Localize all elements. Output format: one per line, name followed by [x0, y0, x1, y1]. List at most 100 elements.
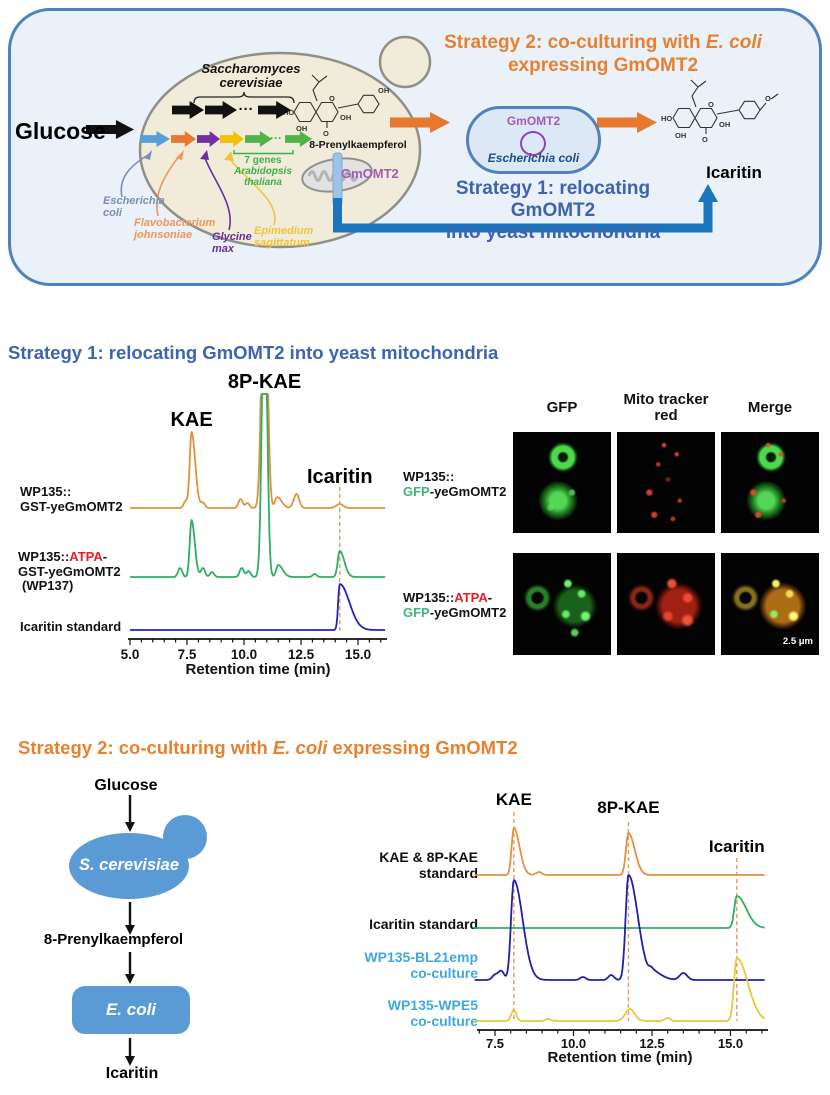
svg-text:OH: OH	[296, 124, 307, 133]
gene-ellipsis: ···	[270, 131, 282, 145]
flow-intermediate-label: 8-Prenylkaempferol	[43, 931, 184, 948]
strategy2-chromatogram: 7.5 10.0 12.5 15.0 Retention time (min) KAE 8P…	[474, 790, 768, 1066]
s2-trace1-label: KAE & 8P-KAE standard	[379, 849, 478, 881]
trace-0	[129, 393, 386, 509]
organism-glycine-label: Glycine max	[212, 231, 252, 255]
svg-text:OH: OH	[378, 86, 389, 95]
micro-col-mito-header: Mito tracker red	[623, 391, 709, 424]
x-tick-label: 15.0	[345, 647, 371, 662]
peak-label-8p-kae: 8P-KAE	[597, 798, 659, 817]
strategy1-chromatogram: 5.0 7.5 10.0 12.5 15.0 Retention time (min) KA…	[121, 371, 387, 678]
glucose-label: Glucose	[15, 118, 106, 144]
peak-label-icaritin: Icaritin	[307, 466, 373, 488]
ecoli-box-shape	[72, 986, 190, 1034]
trace-2	[474, 874, 765, 981]
peak-label-8p-kae: 8P-KAE	[228, 371, 301, 393]
prenylkaempferol-label: 8-Prenylkaempferol	[309, 139, 407, 151]
strategy2-step-arrow-1	[390, 112, 450, 133]
overview-panel: ··· ···	[8, 8, 822, 286]
organism-epimedium-label: Epimedium sagittatum	[254, 225, 314, 249]
strategy1-panel-title: Strategy 1: relocating GmOMT2 into yeast…	[445, 178, 661, 243]
flow-arrowheads	[125, 822, 135, 1066]
svg-text:O: O	[765, 94, 771, 103]
micro-image-row1-merge	[721, 432, 819, 533]
svg-text:O: O	[329, 94, 335, 103]
x-tick-label: 12.5	[639, 1036, 664, 1051]
peak-label-kae: KAE	[496, 790, 532, 809]
svg-text:O: O	[323, 129, 329, 138]
x-tick-label: 7.5	[178, 647, 197, 662]
plasmid-icon	[520, 131, 546, 156]
s1-trace2-label: WP135::ATPA- GST-yeGmOMT2 (WP137)	[18, 549, 121, 593]
arabidopsis-genes-label: 7 genes Arabidopsis thaliana	[234, 155, 292, 188]
capsule-species-label: Escherichia coli	[487, 151, 580, 165]
yeast-species-label: Saccharomyces cerevisiae	[201, 61, 301, 90]
svg-text:OH: OH	[719, 120, 730, 129]
organism-connectors	[120, 150, 276, 231]
prenylkaempferol-structure: HO OH O OH O OH	[283, 74, 389, 138]
x-tick-label: 7.5	[486, 1036, 504, 1051]
flow-ecoli-label: E. coli	[105, 1000, 157, 1019]
mito-gmomt2-label: GmOMT2	[341, 166, 399, 181]
gene-arrow-glycine	[197, 131, 220, 147]
micro-row1-label: WP135:: GFP-yeGmOMT2	[403, 469, 507, 499]
strategy2-panel-title: Strategy 2: co-culturing with E. coli ex…	[444, 32, 762, 76]
micro-col-gfp-header: GFP	[546, 399, 578, 416]
x-axis-title: Retention time (min)	[548, 1049, 693, 1066]
gene-arrow-arabidopsis-1	[245, 131, 272, 147]
trace-1	[129, 393, 386, 578]
s1-trace3-label: Icaritin standard	[20, 619, 122, 634]
x-tick-label: 10.0	[561, 1036, 586, 1051]
svg-text:O: O	[702, 135, 708, 144]
micro-row2-label: WP135::ATPA- GFP-yeGmOMT2	[403, 590, 507, 620]
yeast-bud-shape	[378, 35, 432, 89]
s1-chart-wrapper: 5.0 7.5 10.0 12.5 15.0 Retention time (min) KA…	[115, 366, 400, 681]
svg-text:OH: OH	[675, 131, 686, 140]
coculture-flow-artwork	[69, 795, 207, 1066]
icaritin-structure: HO OH O OH O O	[661, 79, 779, 144]
pathway-arrow-3	[258, 101, 291, 119]
x-tick-label: 10.0	[231, 647, 257, 662]
block-arrows	[86, 101, 657, 147]
pathway-arrow-2	[205, 101, 237, 119]
x-tick-label: 5.0	[121, 647, 140, 662]
organism-ecoli-label: Escherichia coli	[103, 195, 165, 219]
yeast-cell-shape	[138, 51, 422, 249]
trace-1	[474, 895, 765, 929]
peak-label-icaritin: Icaritin	[709, 837, 765, 856]
s2-chart-wrapper: 7.5 10.0 12.5 15.0 Retention time (min) KAE 8P…	[450, 785, 820, 1075]
svg-text:HO: HO	[661, 114, 672, 123]
micro-image-row2-merge: 2.5 μm	[721, 553, 819, 655]
micro-image-row2-gfp	[513, 553, 611, 655]
icaritin-product-label: Icaritin	[706, 163, 762, 182]
gene-arrow-flavo	[171, 131, 196, 147]
glucose-arrow	[86, 120, 134, 139]
flow-yeast-label: S. cerevisiae	[79, 856, 179, 874]
micro-image-row1-mito	[617, 432, 715, 533]
yeast-cell-shape-flow	[69, 833, 189, 899]
s2-trace4-label: WP135-WPE5 co-culture	[387, 997, 478, 1029]
micro-col-merge-header: Merge	[747, 399, 793, 416]
ecoli-capsule: GmOMT2 Escherichia coli	[466, 106, 601, 174]
gene-arrow-epimedium	[220, 131, 244, 147]
section2-heading: Strategy 2: co-culturing with E. coli ex…	[18, 737, 518, 758]
pathway-arrow-1	[172, 101, 204, 119]
flow-product-label: Icaritin	[105, 1065, 159, 1082]
trace-2	[129, 583, 386, 631]
svg-text:HO: HO	[283, 108, 294, 117]
arabidopsis-genes-bracket	[233, 150, 294, 155]
capsule-gmomt2-label: GmOMT2	[506, 114, 561, 128]
trace-0	[474, 827, 765, 876]
peak-label-kae: KAE	[170, 409, 212, 431]
strategy2-step-arrow-2	[597, 112, 657, 133]
section1-heading: Strategy 1: relocating GmOMT2 into yeast…	[8, 342, 499, 363]
pathway-brace	[193, 91, 295, 104]
overview-artwork: ··· ···	[86, 35, 779, 249]
pathway-ellipsis: ···	[239, 101, 254, 118]
svg-text:O: O	[708, 100, 714, 109]
micro-image-row2-mito	[617, 553, 715, 655]
x-tick-label: 15.0	[718, 1036, 743, 1051]
micro-image-row1-gfp	[513, 432, 611, 533]
trace-3	[474, 957, 766, 1022]
